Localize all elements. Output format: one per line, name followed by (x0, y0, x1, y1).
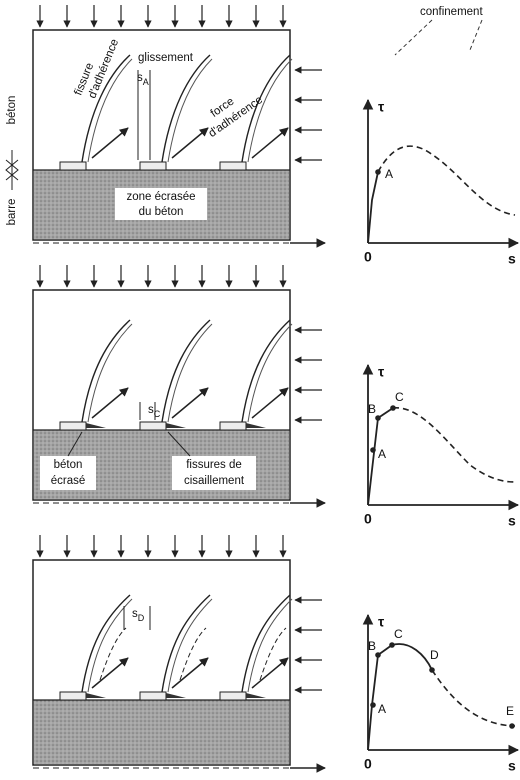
curve-point (375, 169, 381, 175)
crushed-wedge (86, 693, 106, 698)
slip-label: glissement (138, 52, 194, 64)
bond-curve (367, 171, 379, 244)
axis-label: τ (378, 364, 385, 380)
rib (219, 161, 247, 171)
crushed-wedge (166, 693, 186, 698)
point-label: B (368, 639, 376, 653)
axis-label: τ (378, 614, 385, 630)
crack (87, 323, 133, 423)
crack (241, 594, 291, 693)
crack (247, 598, 293, 693)
crack (247, 323, 293, 423)
point-label: A (378, 702, 386, 716)
bond-force-arrow (171, 387, 209, 419)
curve-point (370, 447, 376, 453)
axis-label: s (508, 251, 516, 267)
crack (81, 54, 131, 163)
crack (81, 594, 131, 693)
curve-point (375, 652, 381, 658)
rib (139, 691, 167, 701)
slip-symbol: sC (148, 404, 161, 419)
bond-force-arrow (91, 127, 129, 159)
bond-force-arrow (171, 127, 209, 159)
leader (67, 431, 191, 457)
shear-cracks-label: fissures de (186, 459, 242, 471)
curve-point (429, 667, 435, 673)
crushed-concrete-label: écrasé (51, 475, 86, 487)
shear-cracks-label: cisaillement (184, 475, 245, 487)
point-label: A (385, 167, 393, 181)
crack (241, 54, 291, 163)
curve-point (390, 405, 396, 411)
bond-force-arrow (91, 387, 129, 419)
bond-curve (367, 643, 433, 751)
leader (394, 19, 483, 56)
bond-force-arrow (251, 657, 289, 689)
curve-point (389, 642, 395, 648)
crack (87, 58, 133, 163)
curve-point (509, 723, 515, 729)
point-label: C (394, 627, 403, 641)
crack (167, 323, 213, 423)
crack (247, 58, 293, 163)
rib (59, 161, 87, 171)
bond-force-arrow (171, 657, 209, 689)
crushed-zone-label: zone écrasée (126, 191, 195, 203)
bond-force-arrow (91, 657, 129, 689)
axis-label: s (508, 758, 516, 774)
steel-bar (34, 700, 289, 764)
label-bg (115, 188, 207, 220)
crack (167, 58, 213, 163)
origin-label: 0 (364, 756, 372, 772)
origin-label: 0 (364, 511, 372, 527)
bond-curve-dashed (377, 145, 516, 216)
point-label: B (368, 402, 376, 416)
curve-point (375, 415, 381, 421)
rib (219, 421, 247, 431)
bond-curve-dashed (392, 407, 516, 483)
crack (161, 54, 211, 163)
bond-force-arrow (251, 387, 289, 419)
curve-point (370, 702, 376, 708)
label-bg (172, 456, 256, 490)
drawing: τ s 0 Aτ s 0 B C Aτ s 0 B C D A E (32, 5, 520, 774)
concrete-label: béton (6, 96, 18, 125)
crushed-wedge (246, 423, 266, 428)
crushed-zone-label: du béton (139, 206, 184, 218)
rib (59, 421, 87, 431)
crack (241, 319, 291, 423)
slip-symbol: sA (137, 72, 149, 87)
bond-force-arrow (251, 127, 289, 159)
confinement-label: confinement (420, 6, 483, 18)
label-bg (40, 456, 96, 490)
crushed-wedge (86, 423, 106, 428)
crushed-wedge (166, 423, 186, 428)
bar-label: barre (6, 199, 18, 226)
rib (219, 691, 247, 701)
point-label: C (395, 390, 404, 404)
point-label: D (430, 648, 439, 662)
origin-label: 0 (364, 249, 372, 265)
crack (161, 319, 211, 423)
point-label: A (378, 447, 386, 461)
bond-curve (367, 407, 394, 506)
point-label: E (506, 704, 514, 718)
interface-symbol (5, 150, 19, 190)
rib (139, 421, 167, 431)
axis-label: τ (378, 99, 385, 115)
crack (167, 598, 213, 693)
rib (59, 691, 87, 701)
axis-label: s (508, 513, 516, 529)
crushed-concrete-label: béton (54, 459, 83, 471)
crushed-wedge (246, 693, 266, 698)
bond-curve-dashed (431, 669, 516, 727)
crack (81, 319, 131, 423)
slip-symbol: sD (132, 608, 145, 623)
crack (87, 598, 133, 693)
rib (139, 161, 167, 171)
crack (161, 594, 211, 693)
